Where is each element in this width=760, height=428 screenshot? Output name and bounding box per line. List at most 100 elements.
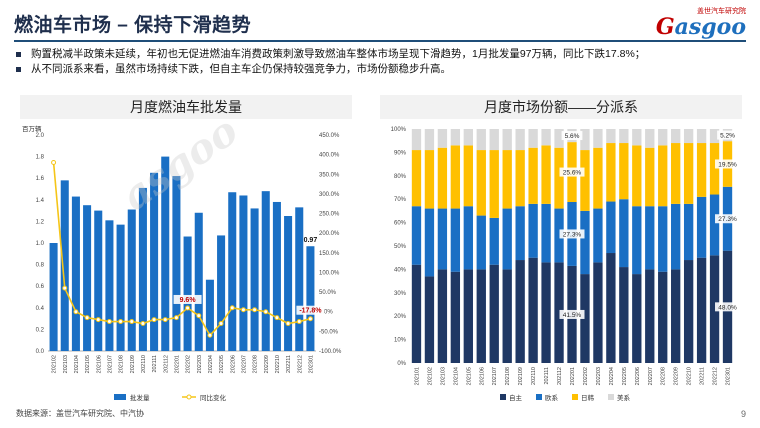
bar	[105, 220, 114, 351]
bar	[239, 195, 248, 351]
stacked-bar-segment	[450, 145, 461, 209]
yoy-point	[252, 307, 258, 313]
share-data-label: 27.3%	[718, 216, 737, 223]
x-tick-label: 202206	[635, 367, 641, 385]
stacked-bar-segment	[437, 269, 448, 363]
x-tick-label: 202104	[74, 355, 80, 373]
stacked-bar-segment	[541, 203, 551, 263]
stacked-bar-segment	[411, 264, 422, 363]
stacked-bar-segment	[502, 129, 512, 151]
x-tick-label: 202301	[308, 355, 314, 373]
x-tick-label: 202204	[609, 367, 615, 385]
stacked-bar-segment	[411, 150, 422, 207]
yoy-point	[95, 317, 101, 323]
stacked-bar-segment	[632, 206, 642, 275]
legend-swatch-bar	[114, 394, 126, 400]
x-tick-label: 202210	[275, 355, 281, 373]
stacked-bar-segment	[606, 129, 616, 144]
x-tick-label: 202105	[466, 367, 472, 385]
stacked-bar-segment	[489, 150, 499, 218]
x-tick-label: 202107	[107, 355, 113, 373]
title-divider	[14, 40, 746, 42]
y-tick-label: 0.6	[36, 284, 45, 290]
legend-label: 美系	[617, 393, 631, 402]
share-label-bg	[561, 131, 583, 141]
legend-label: 批发量	[130, 393, 150, 402]
bar	[127, 209, 136, 351]
legend-swatch-point	[186, 394, 192, 400]
bar	[83, 205, 92, 351]
share-label-bg	[559, 229, 585, 239]
stacked-bar-segment	[593, 129, 603, 148]
yoy-data-label: -17.8%	[299, 308, 322, 315]
bar-data-label: 1.62	[170, 167, 184, 174]
yoy-point	[263, 309, 269, 315]
x-tick-label: 202211	[700, 367, 706, 385]
x-tick-label: 202109	[518, 367, 524, 385]
source-note: 数据来源：盖世汽车研究院、中汽协	[16, 409, 144, 418]
bar	[284, 216, 293, 351]
share-data-label: 5.2%	[720, 133, 735, 140]
bar	[194, 212, 203, 351]
stacked-bar-segment	[593, 147, 603, 209]
stacked-bar-segment	[645, 147, 655, 207]
y-tick-label: 1.8	[36, 155, 45, 161]
stacked-bar-segment	[696, 143, 707, 197]
legend-swatch	[608, 394, 614, 400]
stacked-bar-segment	[437, 129, 448, 148]
stacked-bar-segment	[424, 129, 435, 151]
y-tick-label: 1.4	[36, 198, 45, 204]
x-tick-label: 202203	[596, 367, 602, 385]
x-tick-label: 202106	[479, 367, 485, 385]
x-tick-label: 202112	[557, 367, 563, 385]
bar	[116, 224, 125, 351]
stacked-bar-segment	[554, 262, 564, 363]
x-tick-label: 202105	[85, 355, 91, 373]
legend-label: 自主	[509, 393, 523, 402]
stacked-bar-segment	[671, 269, 681, 363]
bar	[205, 279, 214, 351]
x-tick-label: 202202	[583, 367, 589, 385]
stacked-bar-segment	[463, 206, 473, 270]
x-tick-label: 202209	[264, 355, 270, 373]
y2-tick-label: 200.0%	[319, 231, 340, 237]
stacked-bar-segment	[554, 147, 564, 209]
y-tick-label: 60%	[394, 221, 407, 227]
x-tick-label: 202110	[531, 367, 537, 385]
x-tick-label: 202102	[52, 355, 58, 373]
bullet-marker	[16, 52, 21, 57]
x-tick-label: 202208	[253, 355, 259, 373]
x-tick-label: 202103	[63, 355, 69, 373]
page-title: 燃油车市场 – 保持下滑趋势	[14, 15, 252, 36]
stacked-bar-segment	[502, 150, 512, 209]
stacked-bar-segment	[528, 129, 538, 148]
y2-tick-label: 50.0%	[319, 290, 337, 296]
x-tick-label: 202212	[297, 355, 303, 373]
legend-swatch	[536, 394, 542, 400]
y-tick-label: 1.0	[36, 241, 45, 247]
share-data-label: 5.6%	[565, 133, 580, 140]
stacked-bar-segment	[463, 269, 473, 363]
stacked-bar-segment	[606, 143, 616, 202]
yoy-point	[129, 319, 135, 325]
stacked-bar-segment	[619, 129, 629, 144]
share-data-label: 27.3%	[563, 231, 582, 238]
x-tick-label: 202204	[208, 355, 214, 373]
y-tick-label: 1.2	[36, 219, 45, 225]
x-tick-label: 202107	[492, 367, 498, 385]
stacked-bar-segment	[683, 203, 694, 261]
share-chart-panel: 月度市场份额——分派系 0% 10% 20% 30% 40% 50% 60% 70% 80% 90…	[380, 95, 742, 407]
stacked-bar-segment	[515, 129, 525, 151]
stacked-bar-segment	[515, 260, 525, 363]
stacked-bar-segment	[619, 143, 629, 200]
bar	[172, 176, 181, 351]
share-chart: 0% 10% 20% 30% 40% 50% 60% 70% 80% 90% 100% 202101 2…	[391, 127, 741, 402]
bar	[71, 196, 80, 351]
stacked-bar-segment	[411, 129, 422, 151]
stacked-bar-segment	[619, 199, 629, 268]
stacked-bar-segment	[476, 150, 486, 216]
stacked-bar-segment	[709, 194, 720, 256]
stacked-bar-segment	[437, 208, 448, 270]
share-data-label: 19.5%	[718, 161, 737, 168]
yoy-label-bg	[173, 294, 202, 304]
